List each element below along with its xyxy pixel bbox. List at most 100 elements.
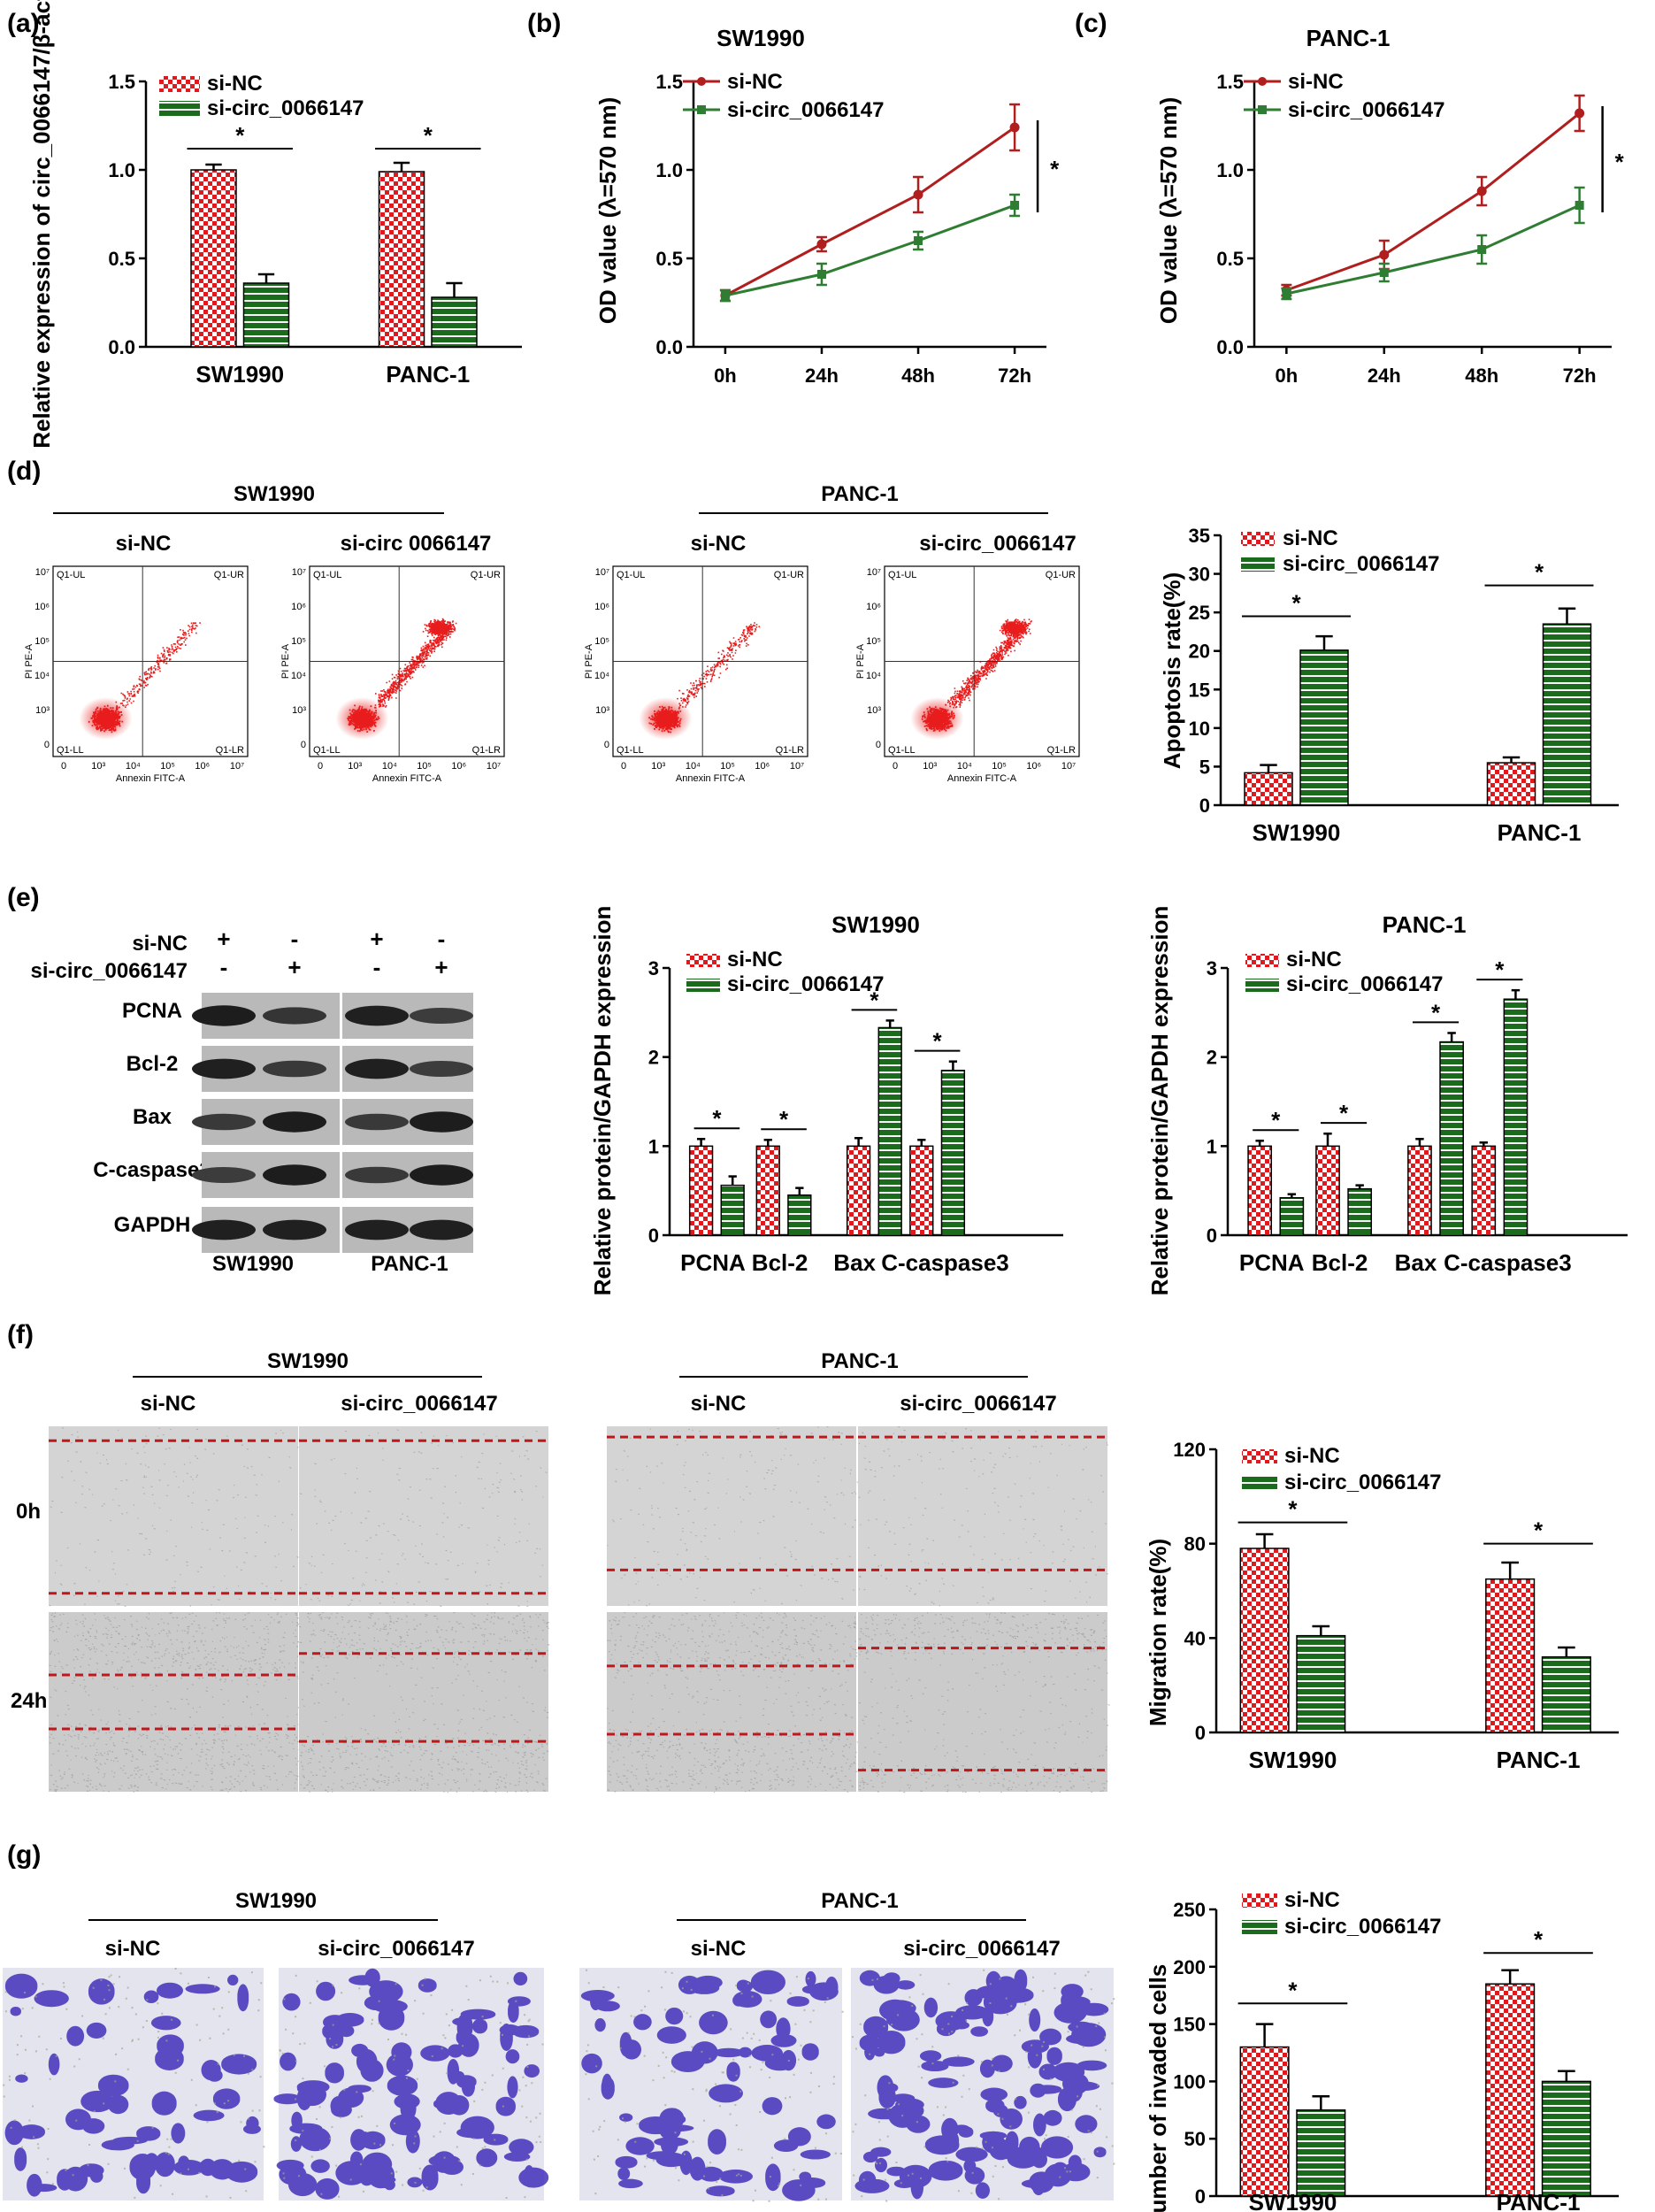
chart-e1-sig-star: *: [870, 987, 879, 1013]
chart-c-xtick-label: 72h: [1563, 365, 1597, 387]
flow-xaxis-label: Annexin FITC-A: [676, 773, 746, 784]
chart-b-legend-circ: si-circ_0066147: [727, 98, 885, 122]
chart-c-legend-marker-nc: [1258, 77, 1267, 86]
chart-d-category-label: SW1990: [1253, 819, 1341, 846]
flow-xtick: 10⁴: [126, 761, 141, 772]
chart-e2-bar-circ: [1279, 1196, 1305, 1236]
chart-b-ylabel: OD value (λ=570 nm): [594, 97, 621, 325]
chart-a-bar-circ: [431, 296, 478, 348]
wb-band: [345, 1219, 409, 1240]
panel-g-headers: SW1990 PANC-1 si-NC si-circ_0066147 si-N…: [88, 1889, 1061, 1961]
flow-ytick: 10⁵: [291, 636, 306, 647]
chart-e1-bar-nc: [755, 1145, 780, 1236]
chart-d-sig-star: *: [1291, 590, 1301, 617]
flow-ytick: 10⁷: [595, 567, 609, 578]
wound-field: [299, 1426, 548, 1606]
chart-c-legend-marker-circ: [1258, 105, 1267, 114]
chart-a-ylabel: Relative expression of circ_0066147/β-ac…: [28, 0, 55, 449]
chart-a-sig-star: *: [235, 122, 245, 149]
chart-d-legend-nc: si-NC: [1283, 526, 1338, 550]
chart-e2-legend-circ: si-circ_0066147: [1286, 972, 1444, 996]
chart-e1-bar-circ: [877, 1026, 902, 1236]
chart-g-legend-nc: si-NC: [1284, 1888, 1340, 1912]
chart-e1-bar-nc: [909, 1145, 934, 1236]
flow-xtick: 10⁶: [451, 761, 466, 772]
chart-a-bar-circ: [242, 282, 290, 348]
transwell-stained-cells: [273, 1968, 549, 2200]
transwell-col-1: si-NC: [105, 1937, 161, 1961]
wb-band: [345, 1166, 409, 1184]
flow-ytick: 10⁴: [866, 671, 881, 681]
wb-band: [345, 1113, 409, 1131]
chart-b-line-nc: [724, 126, 1015, 297]
chart-a-category-label: PANC-1: [386, 361, 470, 388]
chart-a-legend-swatch-circ: [159, 101, 200, 117]
panel-e-western-blot: si-NC si-circ_0066147 + - + - - + - + PC…: [31, 926, 473, 1276]
chart-e2-ytick-label: 0: [1207, 1225, 1217, 1247]
chart-c-ylabel: OD value (λ=570 nm): [1155, 97, 1182, 325]
chart-b-sig-star: *: [1050, 156, 1060, 182]
flow-quadrant-ll: Q1-LL: [313, 745, 341, 756]
wb-sign-nc-4: -: [438, 926, 446, 952]
chart-e1-title: SW1990: [831, 911, 920, 938]
chart-e1-sig-star: *: [712, 1105, 722, 1132]
chart-c-xtick-label: 0h: [1276, 365, 1299, 387]
wb-band: [192, 1005, 256, 1026]
flow-ytick: 0: [44, 740, 50, 750]
chart-g-ylabel: Number of invaded cells: [1145, 1964, 1171, 2212]
chart-b-point-circ: [1010, 201, 1020, 210]
flow-ytick: 10⁵: [34, 636, 50, 647]
wb-sign-circ-4: +: [434, 954, 448, 980]
chart-e2-legend-swatch-nc: [1245, 954, 1279, 967]
chart-d-ytick-label: 25: [1189, 602, 1210, 624]
wound-cells-texture: [607, 1612, 859, 1793]
flow-quadrant-ur: Q1-UR: [214, 570, 244, 580]
chart-b-point-nc: [913, 189, 923, 200]
chart-e1-ytick-label: 2: [648, 1047, 659, 1069]
chart-g-invaded-cells: Number of invaded cells 050100150200250 …: [1145, 1888, 1619, 2212]
flow-xaxis-label: Annexin FITC-A: [947, 773, 1017, 784]
wb-band: [410, 1111, 473, 1133]
chart-d-bar-nc: [1486, 762, 1536, 806]
chart-a-sig-star: *: [424, 122, 433, 149]
panel-label-c: (c): [1075, 9, 1107, 38]
chart-e1-legend-swatch-nc: [686, 954, 720, 967]
flow-quadrant-ul: Q1-UL: [313, 570, 341, 580]
chart-c-ytick-label: 1.0: [1216, 159, 1244, 181]
chart-g-bar-nc: [1485, 1983, 1536, 2197]
chart-c-xtick-label: 48h: [1465, 365, 1498, 387]
chart-f-legend-circ: si-circ_0066147: [1284, 1471, 1442, 1494]
panel-f-wound-images: [49, 1426, 1110, 1793]
wound-field: [49, 1426, 298, 1606]
chart-e1-bar-nc: [846, 1145, 871, 1236]
wb-sign-circ-1: -: [220, 954, 228, 980]
chart-g-sig-star: *: [1534, 1926, 1544, 1953]
wb-band: [192, 1113, 256, 1131]
panel-g-transwell-images: [3, 1968, 1115, 2202]
chart-f-category-label: PANC-1: [1497, 1747, 1581, 1773]
chart-a-ytick-label: 0.0: [108, 336, 135, 358]
wb-protein-bcl2: Bcl-2: [126, 1052, 179, 1076]
chart-e2-bar-circ: [1439, 1041, 1464, 1236]
chart-g-ytick-label: 150: [1173, 2014, 1206, 2036]
chart-e2-legend-nc: si-NC: [1286, 948, 1342, 972]
wb-strips: [192, 993, 473, 1253]
flow-ytick: 10⁴: [34, 671, 50, 681]
wb-cell-panc1: PANC-1: [371, 1252, 448, 1276]
flow-quadrant-ul: Q1-UL: [617, 570, 645, 580]
chart-d-bar-circ: [1299, 649, 1349, 806]
chart-a-bar-nc: [190, 169, 237, 348]
transwell-stained-cells: [4, 1973, 261, 2197]
transwell-image-2: [273, 1968, 549, 2200]
flow-ytick: 10³: [867, 705, 881, 716]
panel-d-flow-headers: SW1990 PANC-1 si-NC si-circ 0066147 si-N…: [53, 482, 1077, 556]
chart-a-ytick-label: 0.5: [108, 248, 135, 270]
chart-g-ytick-label: 200: [1173, 1956, 1206, 1978]
flow-quadrant-ur: Q1-UR: [471, 570, 501, 580]
chart-e2-category-label: C-caspase3: [1444, 1249, 1572, 1276]
chart-c-point-nc: [1379, 250, 1390, 260]
chart-e1-legend-nc: si-NC: [727, 948, 783, 972]
chart-e1-ylabel: Relative protein/GAPDH expression: [589, 906, 616, 1296]
transwell-col-3: si-NC: [691, 1937, 747, 1961]
chart-d-bar-circ: [1542, 623, 1592, 806]
